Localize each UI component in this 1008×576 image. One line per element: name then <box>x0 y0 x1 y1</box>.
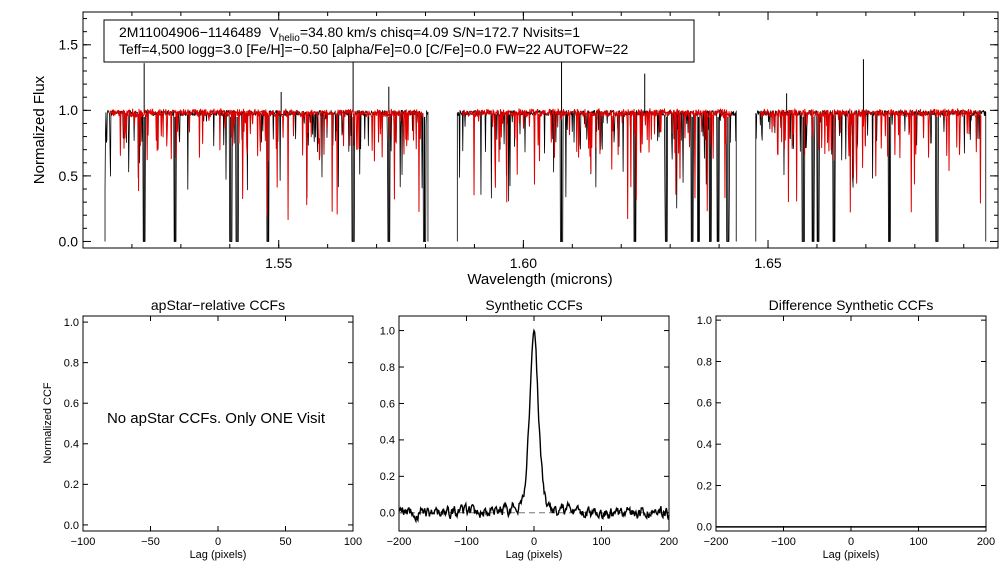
x-tick-label: 100 <box>344 536 362 548</box>
difference-ccf-plot-frame <box>715 315 987 532</box>
apstar-ccf-title: apStar−relative CCFs <box>151 297 285 313</box>
star-id: 2M11004906−1146489 <box>119 24 262 40</box>
y-tick-label: 0.2 <box>380 471 395 483</box>
y-tick-label: 1.0 <box>697 315 712 327</box>
star-info-line-1: 2M11004906−1146489 Vhelio=34.80 km/s chis… <box>119 24 580 44</box>
spectrum-panel: 1.55 1.60 1.65 0.0 0.5 1.0 1.5 Wavelength (mic… <box>31 11 999 288</box>
no-ccf-message: No apStar CCFs. Only ONE Visit <box>107 410 326 427</box>
spectrum-plot-frame <box>82 11 999 249</box>
y-tick-label: 0.6 <box>697 398 712 410</box>
x-tick-label: 1.60 <box>510 255 537 271</box>
y-tick-label: 1.0 <box>59 102 79 118</box>
observed-spectrum-line <box>755 109 987 242</box>
x-tick-label: −200 <box>704 536 729 548</box>
model-spectrum-line <box>760 108 982 213</box>
vhelio-subscript: helio <box>279 33 301 44</box>
x-tick-label: −200 <box>387 536 412 548</box>
y-tick-label: 0.0 <box>64 520 79 532</box>
y-tick-label: 0.8 <box>697 356 712 368</box>
vhelio-symbol: V <box>269 24 279 40</box>
synthetic-ccf-x-axis-label: Lag (pixels) <box>506 549 563 561</box>
x-tick-label: −100 <box>771 536 796 548</box>
star-info-line-2: Teff=4,500 logg=3.0 [Fe/H]=−0.50 [alpha/… <box>119 41 628 57</box>
y-tick-label: 0.4 <box>380 435 395 447</box>
apstar-ccf-x-axis-label: Lag (pixels) <box>190 549 247 561</box>
y-tick-label: 1.5 <box>59 37 79 53</box>
x-tick-label: 0 <box>215 536 221 548</box>
x-tick-label: −50 <box>141 536 160 548</box>
x-tick-label: 200 <box>660 536 678 548</box>
y-tick-label: 0.6 <box>380 398 395 410</box>
synthetic-ccf-ticks: −200 −100 0 100 200 0.0 0.2 0.4 0.6 0.8 1.0 <box>380 316 678 548</box>
difference-ccf-ticks: −200 −100 0 100 200 0.0 0.2 0.4 0.6 0.8 1.0 <box>697 315 995 548</box>
x-tick-label: −100 <box>71 536 96 548</box>
y-tick-label: 0.2 <box>697 480 712 492</box>
x-tick-label: −100 <box>454 536 479 548</box>
x-tick-label: 50 <box>279 536 291 548</box>
synthetic-ccf-plot-frame <box>398 315 670 532</box>
apstar-ccf-y-axis-label: Normalized CCF <box>42 382 54 464</box>
x-tick-label: 100 <box>592 536 610 548</box>
y-tick-label: 0.8 <box>64 358 79 370</box>
y-tick-label: 0.8 <box>380 362 395 374</box>
x-tick-label: 200 <box>977 536 995 548</box>
star-info-box <box>103 19 695 63</box>
synthetic-ccf-lines <box>398 328 670 524</box>
y-tick-label: 1.0 <box>380 325 395 337</box>
apstar-ccf-panel: −100 −50 0 50 100 0.0 0.2 0.4 0.6 0.8 1.0 apStar−r… <box>42 297 362 561</box>
y-tick-label: 0.0 <box>380 508 395 520</box>
synthetic-ccf-panel: −200 −100 0 100 200 0.0 0.2 0.4 0.6 0.8 1.0 Synthe… <box>380 297 678 561</box>
y-tick-label: 0.0 <box>59 233 79 249</box>
y-tick-label: 0.0 <box>697 522 712 534</box>
y-tick-label: 0.6 <box>64 398 79 410</box>
spectrum-x-axis-label: Wavelength (microns) <box>467 271 612 288</box>
model-spectrum-line <box>461 108 732 220</box>
spectrum-ticks: 1.55 1.60 1.65 0.0 0.5 1.0 1.5 <box>59 12 998 271</box>
y-tick-label: 1.0 <box>64 317 79 329</box>
x-tick-label: 1.55 <box>265 255 292 271</box>
difference-ccf-title: Difference Synthetic CCFs <box>769 297 934 313</box>
apstar-ccf-ticks: −100 −50 0 50 100 0.0 0.2 0.4 0.6 0.8 1.0 <box>64 316 362 548</box>
star-info-line-1-values: =34.80 km/s chisq=4.09 S/N=172.7 Nvisits… <box>300 24 580 40</box>
y-tick-label: 0.4 <box>697 439 712 451</box>
x-tick-label: 0 <box>848 536 854 548</box>
x-tick-label: 100 <box>909 536 927 548</box>
spectrum-y-axis-label: Normalized Flux <box>31 75 48 184</box>
difference-ccf-x-axis-label: Lag (pixels) <box>823 549 880 561</box>
y-tick-label: 0.2 <box>64 479 79 491</box>
x-tick-label: 0 <box>531 536 537 548</box>
spectrum-lines <box>104 29 987 242</box>
x-tick-label: 1.65 <box>754 255 781 271</box>
model-spectrum-line <box>109 108 424 221</box>
y-tick-label: 0.5 <box>59 168 79 184</box>
synthetic-ccf-line <box>398 328 670 524</box>
difference-ccf-panel: −200 −100 0 100 200 0.0 0.2 0.4 0.6 0.8 1.0 Differ… <box>697 297 995 561</box>
y-tick-label: 0.4 <box>64 439 79 451</box>
synthetic-ccf-title: Synthetic CCFs <box>485 297 582 313</box>
